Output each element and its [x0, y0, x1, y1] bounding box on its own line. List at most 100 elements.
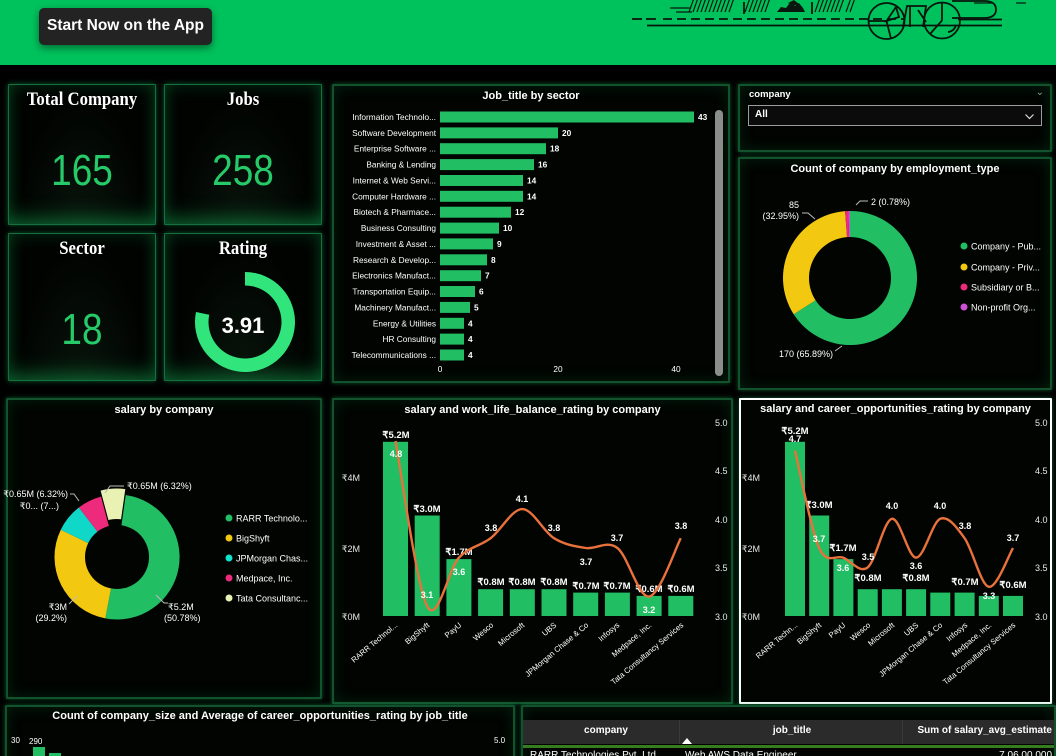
svg-text:3.8: 3.8	[959, 521, 972, 531]
svg-text:12: 12	[515, 207, 525, 217]
svg-text:Microsoft: Microsoft	[866, 620, 897, 648]
svg-text:(50.78%): (50.78%)	[164, 613, 201, 623]
svg-text:5.0: 5.0	[715, 418, 728, 428]
svg-text:₹0.6M: ₹0.6M	[635, 584, 662, 595]
svg-text:20: 20	[562, 128, 572, 138]
svg-text:Information Technolo...: Information Technolo...	[352, 112, 436, 122]
svg-text:4.0: 4.0	[934, 501, 947, 511]
svg-text:3.0: 3.0	[1035, 612, 1048, 622]
svg-text:20: 20	[553, 364, 563, 374]
svg-text:4.1: 4.1	[516, 494, 529, 504]
svg-text:4.5: 4.5	[715, 466, 728, 476]
svg-text:3.7: 3.7	[813, 534, 826, 544]
svg-text:₹4M: ₹4M	[342, 473, 360, 483]
svg-text:Software Development: Software Development	[352, 128, 437, 138]
svg-text:₹0.8M: ₹0.8M	[854, 573, 881, 584]
svg-text:Energy & Utilities: Energy & Utilities	[373, 318, 436, 328]
svg-text:16: 16	[538, 160, 548, 170]
svg-text:5: 5	[474, 302, 479, 312]
svg-text:Enterprise Software ...: Enterprise Software ...	[354, 144, 436, 154]
svg-text:Wesco: Wesco	[471, 620, 495, 643]
svg-text:Electronics Manufact...: Electronics Manufact...	[352, 271, 436, 281]
svg-text:JPMorgan Chase & Co: JPMorgan Chase & Co	[523, 620, 590, 679]
svg-text:85: 85	[789, 200, 799, 210]
svg-text:RARR Techn...: RARR Techn...	[754, 621, 799, 661]
svg-text:PayU: PayU	[827, 620, 848, 639]
svg-text:40: 40	[671, 364, 681, 374]
svg-text:9: 9	[497, 239, 502, 249]
svg-text:4.0: 4.0	[715, 515, 728, 525]
svg-text:UBS: UBS	[902, 621, 920, 638]
svg-text:Research & Develop...: Research & Develop...	[353, 255, 436, 265]
svg-text:UBS: UBS	[540, 621, 558, 638]
svg-text:170 (65.89%): 170 (65.89%)	[779, 349, 833, 359]
svg-text:4.0: 4.0	[886, 501, 899, 511]
svg-text:Computer Hardware ...: Computer Hardware ...	[352, 191, 436, 201]
svg-text:₹0M: ₹0M	[342, 612, 360, 622]
svg-text:Company - Pub...: Company - Pub...	[971, 242, 1041, 252]
svg-text:PayU: PayU	[443, 620, 464, 639]
svg-text:3.8: 3.8	[485, 523, 498, 533]
svg-text:18: 18	[550, 144, 560, 154]
svg-text:JPMorgan Chas...: JPMorgan Chas...	[236, 554, 308, 564]
svg-text:6: 6	[479, 287, 484, 297]
svg-text:₹0.8M: ₹0.8M	[540, 577, 567, 588]
svg-text:(29.2%): (29.2%)	[35, 613, 67, 623]
svg-text:14: 14	[527, 191, 537, 201]
svg-text:Subsidiary or B...: Subsidiary or B...	[971, 283, 1040, 293]
svg-text:3.5: 3.5	[715, 563, 728, 573]
svg-text:Company - Priv...: Company - Priv...	[971, 263, 1040, 273]
svg-text:8: 8	[491, 255, 496, 265]
svg-text:10: 10	[503, 223, 513, 233]
svg-text:Non-profit Org...: Non-profit Org...	[971, 303, 1036, 313]
svg-text:4: 4	[468, 334, 473, 344]
svg-text:4: 4	[468, 350, 473, 360]
svg-text:3.0: 3.0	[715, 612, 728, 622]
svg-text:3.6: 3.6	[837, 563, 850, 573]
svg-text:Business Consulting: Business Consulting	[361, 223, 437, 233]
svg-text:₹1.7M: ₹1.7M	[829, 543, 856, 554]
svg-text:3.5: 3.5	[1035, 563, 1048, 573]
svg-text:₹2M: ₹2M	[342, 544, 360, 554]
svg-text:₹3.0M: ₹3.0M	[413, 504, 440, 515]
svg-text:3.5: 3.5	[862, 552, 875, 562]
svg-text:Investment & Asset ...: Investment & Asset ...	[356, 239, 436, 249]
svg-text:Internet & Web Servi...: Internet & Web Servi...	[353, 175, 436, 185]
svg-text:₹0.6M: ₹0.6M	[667, 584, 694, 595]
svg-text:₹2M: ₹2M	[742, 544, 760, 554]
svg-text:4: 4	[468, 318, 473, 328]
svg-text:Telecommunications ...: Telecommunications ...	[352, 350, 436, 360]
svg-text:14: 14	[527, 175, 537, 185]
svg-text:Infosys: Infosys	[597, 621, 622, 644]
svg-text:₹0.65M (6.32%): ₹0.65M (6.32%)	[127, 481, 192, 491]
svg-text:₹0.7M: ₹0.7M	[603, 581, 630, 592]
svg-text:Biotech & Pharmace...: Biotech & Pharmace...	[353, 207, 436, 217]
svg-text:4.8: 4.8	[390, 449, 403, 459]
svg-text:BigShyft: BigShyft	[236, 534, 270, 544]
svg-text:RARR Technol...: RARR Technol...	[349, 621, 399, 665]
svg-text:₹0.65M (6.32%): ₹0.65M (6.32%)	[3, 489, 68, 499]
svg-text:3.2: 3.2	[643, 605, 656, 615]
svg-text:Machinery Manufact...: Machinery Manufact...	[354, 302, 436, 312]
svg-text:₹3M: ₹3M	[49, 602, 67, 612]
svg-text:₹5.2M: ₹5.2M	[168, 602, 194, 612]
svg-text:3.3: 3.3	[983, 591, 996, 601]
svg-text:₹5.2M: ₹5.2M	[382, 430, 409, 441]
svg-text:Banking & Lending: Banking & Lending	[366, 160, 436, 170]
svg-text:3.7: 3.7	[580, 557, 593, 567]
svg-text:BigShyft: BigShyft	[403, 620, 432, 646]
svg-text:3.7: 3.7	[1007, 533, 1020, 543]
svg-text:BigShyft: BigShyft	[795, 620, 824, 646]
svg-text:₹0... (7...): ₹0... (7...)	[20, 501, 59, 511]
svg-text:0: 0	[438, 364, 443, 374]
svg-text:3.1: 3.1	[421, 590, 434, 600]
svg-text:2 (0.78%): 2 (0.78%)	[871, 197, 910, 207]
svg-text:₹0.7M: ₹0.7M	[951, 577, 978, 588]
svg-text:7: 7	[485, 271, 490, 281]
svg-text:Transportation Equip...: Transportation Equip...	[352, 287, 436, 297]
svg-text:₹0.8M: ₹0.8M	[508, 577, 535, 588]
svg-text:4.5: 4.5	[1035, 466, 1048, 476]
svg-text:₹0M: ₹0M	[742, 612, 760, 622]
svg-text:Tata Consultanc...: Tata Consultanc...	[236, 594, 308, 604]
svg-text:₹0.7M: ₹0.7M	[572, 581, 599, 592]
